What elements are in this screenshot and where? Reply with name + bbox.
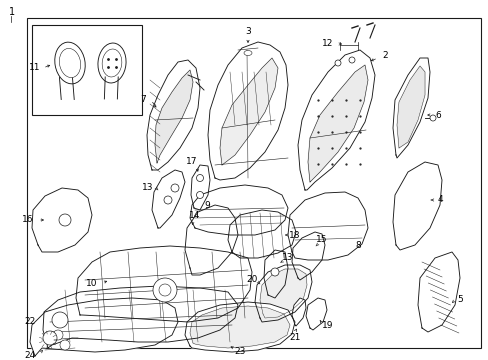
Bar — [32, 25, 142, 115]
Circle shape — [348, 57, 354, 63]
Text: 10: 10 — [86, 279, 98, 288]
Circle shape — [334, 60, 340, 66]
Ellipse shape — [59, 48, 81, 78]
Circle shape — [153, 278, 177, 302]
Text: 8: 8 — [354, 240, 360, 249]
Polygon shape — [392, 162, 441, 250]
Circle shape — [196, 192, 203, 198]
Text: 24: 24 — [24, 351, 36, 360]
Text: 21: 21 — [289, 333, 300, 342]
Polygon shape — [254, 265, 311, 322]
Polygon shape — [43, 286, 238, 348]
Text: 6: 6 — [434, 111, 440, 120]
Circle shape — [196, 175, 203, 181]
Ellipse shape — [55, 42, 85, 84]
Polygon shape — [220, 58, 278, 165]
Polygon shape — [260, 269, 306, 318]
Text: 20: 20 — [246, 275, 257, 284]
Text: 5: 5 — [456, 296, 462, 305]
Text: 18: 18 — [289, 230, 300, 239]
Polygon shape — [32, 188, 92, 252]
Polygon shape — [190, 306, 289, 348]
Polygon shape — [287, 192, 367, 260]
Text: 9: 9 — [203, 201, 209, 210]
Polygon shape — [191, 165, 209, 210]
Polygon shape — [227, 210, 295, 258]
Polygon shape — [155, 70, 193, 163]
Text: 4: 4 — [436, 195, 442, 204]
Circle shape — [53, 330, 63, 340]
Polygon shape — [184, 302, 294, 352]
Text: 1: 1 — [9, 7, 15, 17]
Polygon shape — [291, 298, 305, 326]
Text: 11: 11 — [29, 63, 41, 72]
Text: 15: 15 — [316, 235, 327, 244]
Polygon shape — [291, 232, 325, 280]
Ellipse shape — [102, 49, 122, 77]
Polygon shape — [392, 58, 429, 158]
Circle shape — [270, 268, 279, 276]
Circle shape — [52, 312, 68, 328]
Polygon shape — [76, 246, 251, 322]
Polygon shape — [152, 170, 184, 228]
Text: 3: 3 — [244, 27, 250, 36]
Polygon shape — [207, 42, 287, 180]
Circle shape — [60, 340, 70, 350]
Text: 13: 13 — [142, 184, 153, 193]
Polygon shape — [190, 185, 287, 235]
Circle shape — [429, 115, 435, 121]
Polygon shape — [264, 250, 287, 298]
Text: 22: 22 — [24, 318, 36, 327]
Text: 13: 13 — [282, 253, 293, 262]
Text: 2: 2 — [382, 50, 387, 59]
Circle shape — [171, 184, 179, 192]
Circle shape — [59, 214, 71, 226]
Text: 7: 7 — [140, 95, 145, 104]
Text: 16: 16 — [22, 216, 34, 225]
Text: 19: 19 — [322, 320, 333, 329]
Circle shape — [163, 196, 172, 204]
Polygon shape — [417, 252, 459, 332]
Polygon shape — [297, 50, 374, 190]
Circle shape — [43, 331, 57, 345]
Text: 23: 23 — [234, 347, 245, 356]
Text: 14: 14 — [189, 211, 200, 220]
Text: 12: 12 — [322, 40, 333, 49]
Polygon shape — [184, 205, 238, 275]
Ellipse shape — [244, 50, 251, 55]
Polygon shape — [396, 66, 424, 148]
Circle shape — [159, 284, 171, 296]
Text: 17: 17 — [186, 158, 197, 166]
Polygon shape — [147, 60, 200, 170]
Ellipse shape — [98, 43, 126, 83]
Polygon shape — [307, 65, 367, 182]
Polygon shape — [305, 298, 326, 330]
Polygon shape — [30, 298, 178, 356]
